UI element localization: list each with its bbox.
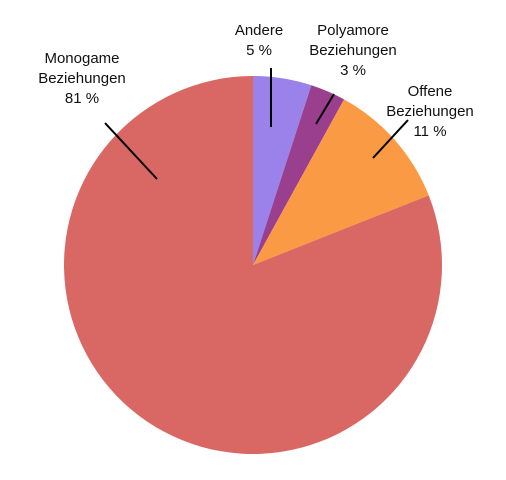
pie-slice-offene-beziehungen [253, 99, 429, 265]
slice-name-label-monogame-beziehungen: Beziehungen [38, 70, 126, 87]
slice-name-label-polyamore-beziehungen: Beziehungen [309, 42, 397, 59]
pie-slice-polyamore-beziehungen [253, 85, 345, 265]
slice-name-label-offene-beziehungen: Beziehungen [386, 103, 474, 120]
slice-value-label-polyamore-beziehungen: 3 % [340, 62, 366, 79]
slice-name-label-monogame-beziehungen: Monogame [44, 50, 119, 67]
leader-line-polyamore-beziehungen [315, 93, 335, 125]
pie-slice-monogame-beziehungen [64, 76, 443, 454]
pie-slices [64, 76, 443, 454]
leader-line-monogame-beziehungen [104, 122, 158, 180]
slice-name-label-polyamore-beziehungen: Polyamore [317, 22, 389, 39]
slice-value-label-monogame-beziehungen: 81 % [65, 90, 99, 107]
slice-value-label-andere: 5 % [246, 42, 272, 59]
pie-slice-andere [253, 76, 312, 265]
slice-name-label-offene-beziehungen: Offene [408, 83, 453, 100]
slice-value-label-offene-beziehungen: 11 % [413, 123, 446, 140]
leader-line-offene-beziehungen [372, 119, 409, 159]
slice-labels: Andere 5 % Polyamore Beziehungen 3 % Offene Be… [38, 22, 474, 140]
slice-name-label-andere: Andere [235, 22, 283, 39]
leader-lines [104, 68, 409, 180]
